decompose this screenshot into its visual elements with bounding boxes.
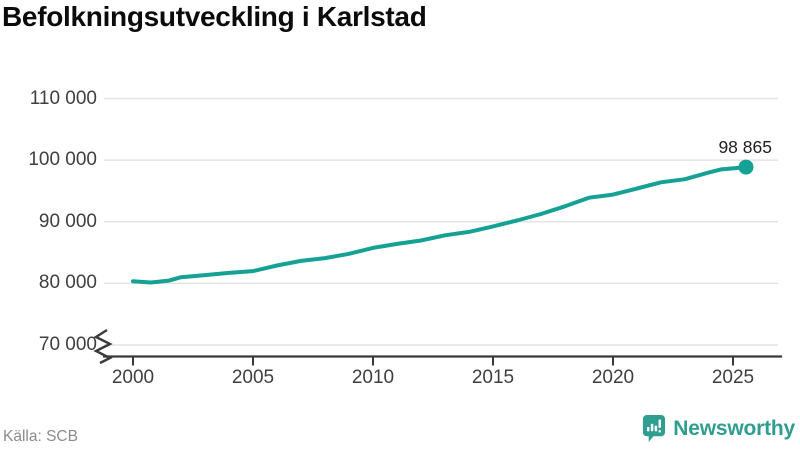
axis-break-icon <box>93 328 113 365</box>
x-axis-tick-label: 2010 <box>351 367 395 388</box>
x-axis-tick-label: 2025 <box>711 367 755 388</box>
y-axis-tick-label: 110 000 <box>29 87 97 109</box>
population-line <box>131 165 748 285</box>
y-axis-tick-label: 70 000 <box>38 334 97 355</box>
x-axis-tick-label: 2015 <box>471 367 515 388</box>
y-axis-tick-label: 100 000 <box>28 149 97 171</box>
latest-value-dot <box>738 159 754 175</box>
latest-value-label: 98 865 <box>718 136 772 157</box>
source-credit: Källa: SCB <box>3 428 78 445</box>
newsworthy-logo: Newsworthy <box>641 414 795 443</box>
x-axis-tick-label: 2020 <box>591 367 635 388</box>
chart-title: Befolkningsutveckling i Karlstad <box>2 1 427 32</box>
x-axis-tick-label: 2005 <box>231 367 275 388</box>
newsworthy-wordmark: Newsworthy <box>673 416 795 440</box>
x-axis-tick-label: 2000 <box>111 367 155 388</box>
y-axis-tick-label: 80 000 <box>38 272 97 294</box>
y-axis-tick-label: 90 000 <box>38 210 97 232</box>
newsworthy-bubble-barchart-icon <box>643 415 666 442</box>
